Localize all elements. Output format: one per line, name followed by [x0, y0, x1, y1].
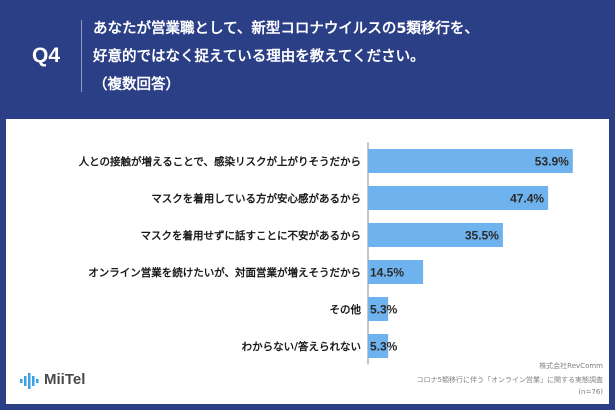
category-label-4: その他: [330, 303, 362, 316]
bar-chart: 人との接触が増えることで、感染リスクが上がりそうだから 53.9% マスクを着用して…: [79, 142, 573, 365]
value-label-3: 14.5%: [370, 266, 404, 280]
bar-3: [368, 260, 424, 284]
value-label-0: 53.9%: [535, 155, 569, 169]
bar-5: [368, 334, 389, 358]
question-header: Q4 あなたが営業職として、新型コロナウイルスの5類移行を、 好意的ではなく捉え…: [0, 0, 615, 108]
bar-2: [368, 223, 503, 247]
category-label-5: わからない/答えられない: [242, 340, 361, 353]
question-text-line-3: （複数回答）: [93, 77, 180, 93]
question-number: Q4: [32, 44, 61, 67]
category-label-0: 人との接触が増えることで、感染リスクが上がりそうだから: [79, 155, 361, 168]
value-label-2: 35.5%: [465, 229, 499, 243]
bar-1: [368, 186, 549, 210]
header-divider: [81, 20, 82, 92]
value-label-1: 47.4%: [510, 192, 544, 206]
bar-0: [368, 149, 573, 173]
source-sample-size: (n=76): [578, 388, 603, 396]
question-text-line-2: 好意的ではなく捉えている理由を教えてください。: [93, 49, 425, 65]
question-text-line-1: あなたが営業職として、新型コロナウイルスの5類移行を、: [93, 21, 479, 37]
source-company: 株式会社RevComm: [539, 362, 603, 370]
chart-panel: 人との接触が増えることで、感染リスクが上がりそうだから 53.9% マスクを着用して…: [6, 119, 609, 404]
category-label-3: オンライン営業を続けたいが、対面営業が増えそうだから: [88, 266, 361, 279]
source-survey-title: コロナ5類移行に伴う「オンライン営業」に関する実態調査: [416, 376, 603, 384]
soundwave-icon: [20, 373, 39, 389]
value-label-5: 5.3%: [370, 340, 398, 354]
logo-text: MiiTel: [44, 371, 86, 388]
bar-4: [368, 297, 389, 321]
category-label-1: マスクを着用している方が安心感があるから: [151, 192, 361, 205]
category-label-2: マスクを着用せずに話すことに不安があるから: [141, 229, 362, 242]
value-label-4: 5.3%: [370, 303, 398, 317]
